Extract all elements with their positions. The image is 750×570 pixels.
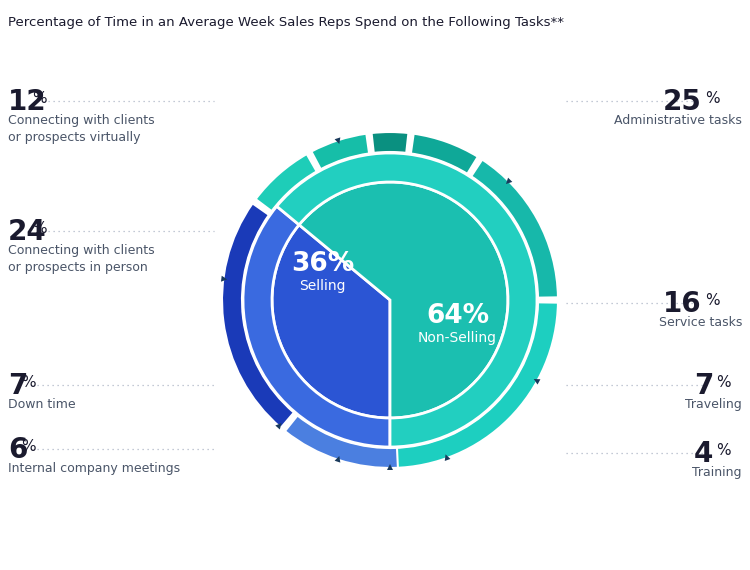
Polygon shape [387,464,393,470]
Polygon shape [334,456,340,463]
Text: Internal company meetings: Internal company meetings [8,462,180,475]
Wedge shape [471,160,558,298]
Text: Selling: Selling [299,279,346,293]
Text: Service tasks: Service tasks [658,316,742,329]
Polygon shape [275,423,281,430]
Wedge shape [272,225,390,418]
Wedge shape [222,203,294,428]
Wedge shape [299,182,508,418]
Text: Traveling: Traveling [686,398,742,411]
Text: Administrative tasks: Administrative tasks [614,114,742,127]
Polygon shape [506,178,512,184]
Text: or prospects in person: or prospects in person [8,261,148,274]
Wedge shape [392,302,558,468]
Text: 25: 25 [663,88,702,116]
Text: Down time: Down time [8,398,76,411]
Wedge shape [277,153,537,447]
Wedge shape [311,134,369,169]
Polygon shape [445,454,451,461]
Text: 12: 12 [8,88,46,116]
Text: %: % [21,439,36,454]
Text: 64%: 64% [426,303,489,329]
Text: %: % [32,91,46,106]
Text: %: % [32,221,46,236]
Text: 7: 7 [694,372,713,400]
Wedge shape [371,132,409,153]
Text: Connecting with clients: Connecting with clients [8,114,154,127]
Polygon shape [221,276,227,282]
Text: or prospects virtually: or prospects virtually [8,131,140,144]
Polygon shape [534,379,541,385]
Text: %: % [705,91,720,106]
Text: 36%: 36% [291,251,354,277]
Text: 4: 4 [694,440,713,468]
Wedge shape [256,154,316,211]
Text: 16: 16 [663,290,702,318]
Wedge shape [285,416,398,468]
Text: Connecting with clients: Connecting with clients [8,244,154,257]
Wedge shape [411,134,478,174]
Text: 24: 24 [8,218,46,246]
Text: %: % [716,443,730,458]
Text: %: % [716,375,730,390]
Text: Non-Selling: Non-Selling [418,331,497,345]
Text: 6: 6 [8,436,27,464]
Text: %: % [21,375,36,390]
Text: Percentage of Time in an Average Week Sales Reps Spend on the Following Tasks**: Percentage of Time in an Average Week Sa… [8,16,564,29]
Text: 7: 7 [8,372,27,400]
Text: Training: Training [692,466,742,479]
Text: %: % [705,293,720,308]
Polygon shape [334,137,340,144]
Wedge shape [243,206,390,447]
